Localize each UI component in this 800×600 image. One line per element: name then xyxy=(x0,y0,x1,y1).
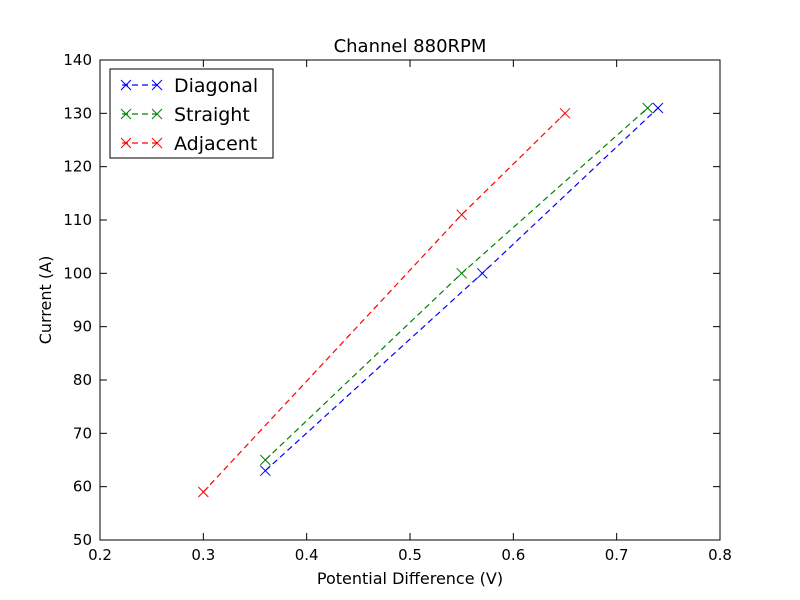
legend-item-adjacent: Adjacent xyxy=(120,133,257,155)
series-line-diagonal xyxy=(264,107,659,472)
legend-label: Straight xyxy=(174,104,250,126)
data-point-straight xyxy=(259,454,271,466)
legend-marker xyxy=(120,108,132,120)
plot-layer: 0.2 0.3 0.4 0.5 0.6 0.7 0.8 50 60 70 80 90 100 110 120… xyxy=(63,51,732,564)
legend-item-straight: Straight xyxy=(120,104,250,126)
data-point-straight xyxy=(456,267,468,279)
x-tick-label: 0.4 xyxy=(295,546,319,564)
x-tick-label: 0.3 xyxy=(191,546,215,564)
series-line-straight xyxy=(264,107,649,461)
legend-marker xyxy=(151,108,163,120)
y-tick-label: 140 xyxy=(63,51,92,69)
legend-label: Adjacent xyxy=(174,133,257,155)
y-tick-label: 50 xyxy=(73,531,92,549)
chart-title: Channel 880RPM xyxy=(334,36,487,57)
legend-item-diagonal: Diagonal xyxy=(120,75,258,97)
y-tick-label: 80 xyxy=(73,371,92,389)
y-axis-title: Current (A) xyxy=(36,256,55,345)
data-point-diagonal xyxy=(652,102,664,114)
y-tick-label: 130 xyxy=(63,104,92,122)
y-tick-label: 90 xyxy=(73,318,92,336)
y-tick-label: 120 xyxy=(63,158,92,176)
series-line-adjacent xyxy=(202,112,566,493)
x-tick-label: 0.7 xyxy=(605,546,629,564)
x-tick-label: 0.2 xyxy=(88,546,112,564)
data-point-adjacent xyxy=(197,486,209,498)
y-tick-label: 60 xyxy=(73,478,92,496)
data-point-diagonal xyxy=(259,465,271,477)
data-point-adjacent xyxy=(559,107,571,119)
data-point-diagonal xyxy=(476,267,488,279)
y-tick-label: 110 xyxy=(63,211,92,229)
y-tick-label: 70 xyxy=(73,424,92,442)
x-tick-label: 0.5 xyxy=(398,546,422,564)
legend-marker xyxy=(120,137,132,149)
x-tick-label: 0.6 xyxy=(501,546,525,564)
legend-marker xyxy=(151,137,163,149)
legend-marker xyxy=(151,79,163,91)
legend-label: Diagonal xyxy=(174,75,258,97)
x-axis-title: Potential Difference (V) xyxy=(317,569,503,588)
data-point-straight xyxy=(642,102,654,114)
legend-marker xyxy=(120,79,132,91)
legend: Diagonal Straight Adjacent xyxy=(109,68,274,159)
data-point-adjacent xyxy=(456,209,468,221)
x-tick-label: 0.8 xyxy=(708,546,732,564)
y-tick-label: 100 xyxy=(63,264,92,282)
